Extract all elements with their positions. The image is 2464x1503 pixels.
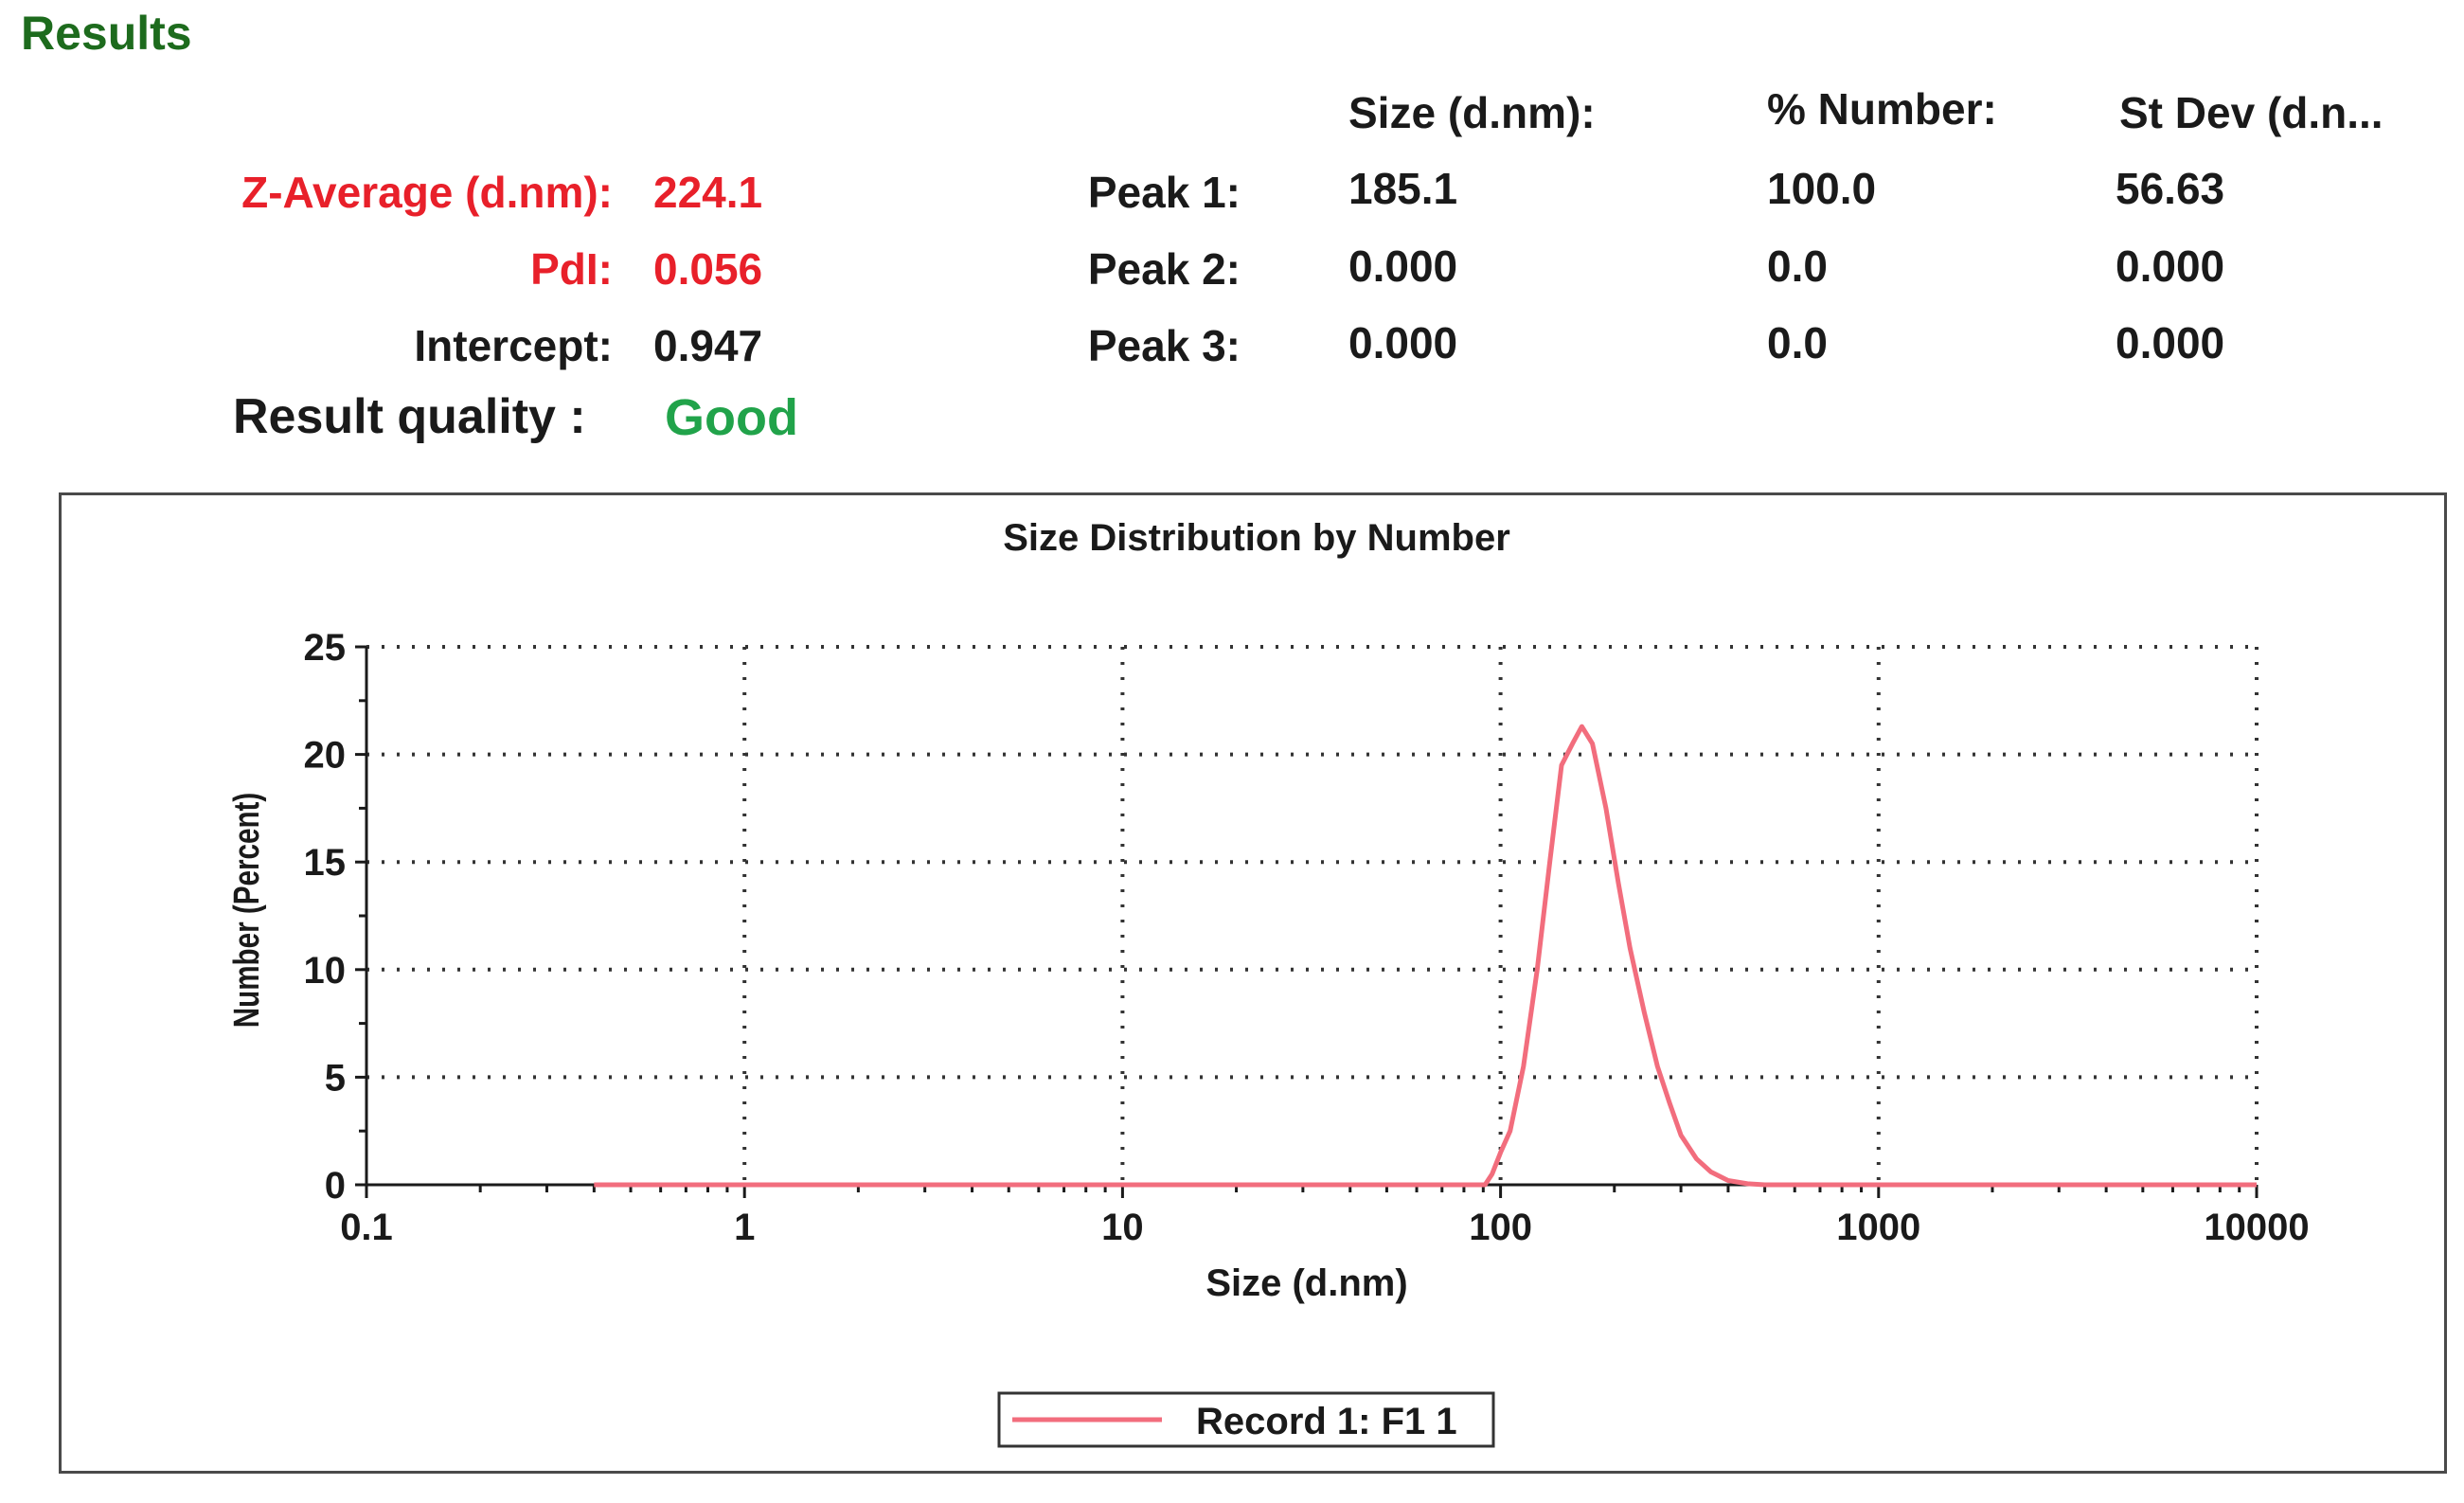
- peaks-header-number: % Number:: [1767, 84, 1997, 134]
- peak-1-label: Peak 1:: [1087, 168, 1241, 217]
- peaks-header-size: Size (d.nm):: [1348, 88, 1596, 137]
- x-tick-label: 100: [1469, 1207, 1532, 1248]
- grid-layer: [366, 645, 2259, 1185]
- results-title: Results: [21, 7, 192, 60]
- chart-title: Size Distribution by Number: [1003, 517, 1510, 559]
- pdi-label: PdI:: [530, 244, 613, 294]
- result-quality-value: Good: [665, 389, 798, 446]
- peak-3-number: 0.0: [1767, 318, 1828, 367]
- pdi-value: 0.056: [653, 244, 763, 294]
- result-quality-label: Result quality :: [233, 389, 586, 444]
- peak-1-size: 185.1: [1348, 164, 1458, 213]
- peak-2-number: 0.0: [1767, 242, 1828, 291]
- x-tick-label: 1: [734, 1207, 755, 1248]
- y-tick-label: 10: [304, 950, 347, 992]
- x-tick-label: 10000: [2204, 1207, 2309, 1248]
- x-tick-label: 1000: [1836, 1207, 1920, 1248]
- x-tick-label: 10: [1101, 1207, 1144, 1248]
- peak-2-size: 0.000: [1348, 242, 1458, 291]
- peak-3-label: Peak 3:: [1087, 321, 1241, 370]
- peak-3-stdev: 0.000: [2116, 318, 2225, 367]
- y-tick-label: 0: [325, 1165, 346, 1207]
- intercept-value: 0.947: [653, 321, 763, 370]
- x-axis-label: Size (d.nm): [1205, 1262, 1407, 1304]
- legend: Record 1: F1 1: [997, 1391, 1495, 1448]
- peak-3-size: 0.000: [1348, 318, 1458, 367]
- z-average-label: Z-Average (d.nm):: [241, 168, 613, 217]
- peaks-header-stdev: St Dev (d.n...: [2119, 88, 2384, 137]
- axes-layer: 0.1 1 10 100 1000 10000 0 5 10 15 20 25: [304, 627, 2310, 1248]
- peak-1-stdev: 56.63: [2116, 164, 2225, 213]
- intercept-label: Intercept:: [414, 321, 613, 370]
- z-average-value: 224.1: [653, 168, 763, 217]
- size-distribution-chart: Size Distribution by Number 0.1 1 10 100 100…: [59, 492, 2447, 1474]
- series-layer: [594, 724, 2257, 1188]
- y-tick-label: 25: [304, 627, 347, 669]
- peak-2-stdev: 0.000: [2116, 242, 2225, 291]
- y-tick-label: 15: [304, 842, 347, 884]
- series-line-record-1: [594, 724, 2257, 1188]
- x-tick-label: 0.1: [340, 1207, 393, 1248]
- peak-2-label: Peak 2:: [1087, 244, 1241, 294]
- y-tick-label: 5: [325, 1057, 346, 1099]
- y-axis-label: Number (Percent): [227, 793, 267, 1029]
- y-tick-label: 20: [304, 735, 347, 777]
- legend-label: Record 1: F1 1: [1196, 1401, 1457, 1442]
- chart-svg: Size Distribution by Number 0.1 1 10 100 100…: [227, 517, 2310, 1448]
- peak-1-number: 100.0: [1767, 164, 1877, 213]
